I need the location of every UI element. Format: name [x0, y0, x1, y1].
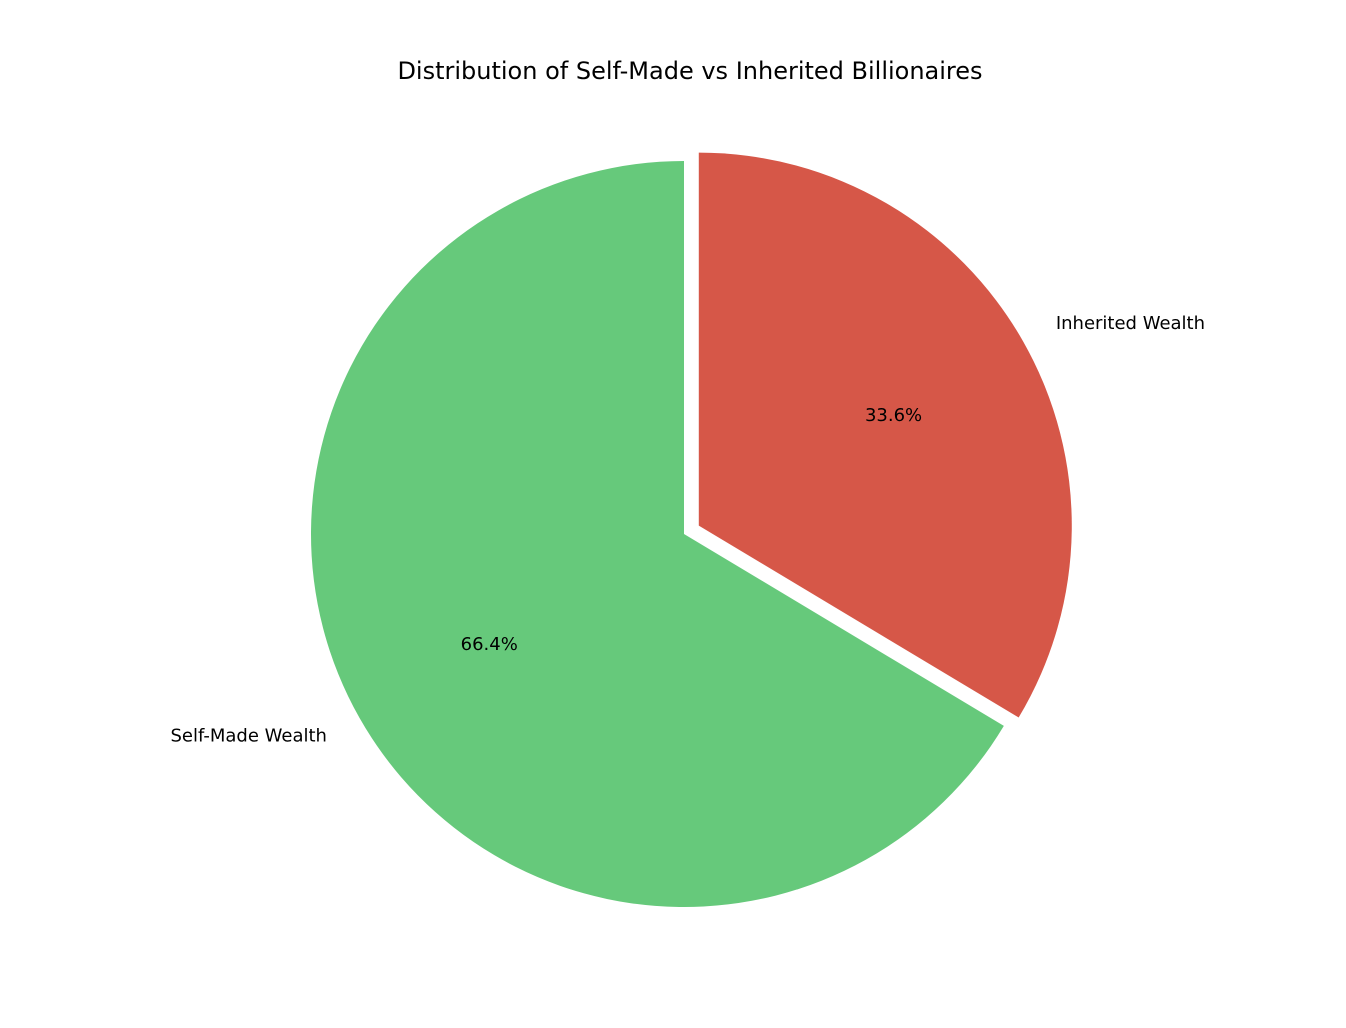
pie-slice-inherited-wealth — [698, 152, 1072, 718]
slice-label: Self-Made Wealth — [171, 726, 327, 747]
percent-label: 66.4% — [461, 634, 518, 655]
pie-slices — [311, 152, 1072, 907]
chart-title: Distribution of Self-Made vs Inherited B… — [397, 57, 982, 85]
pie-slice-self-made-wealth — [311, 161, 1004, 907]
pie-labels: 33.6% Inherited Wealth 66.4% Self-Made Weal… — [171, 313, 1206, 747]
slice-label: Inherited Wealth — [1056, 313, 1205, 334]
percent-label: 33.6% — [865, 405, 922, 426]
